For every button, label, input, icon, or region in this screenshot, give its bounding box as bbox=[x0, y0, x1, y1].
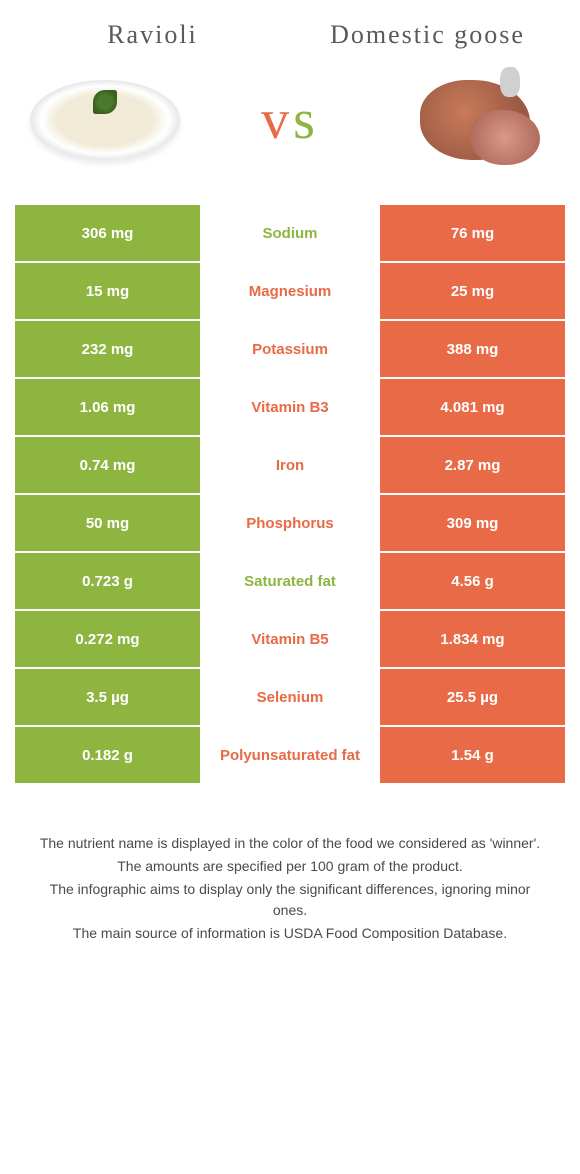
footer-line-4: The main source of information is USDA F… bbox=[35, 923, 545, 944]
table-row: 0.74 mgIron2.87 mg bbox=[15, 437, 565, 495]
footer-line-2: The amounts are specified per 100 gram o… bbox=[35, 856, 545, 877]
left-value-cell: 232 mg bbox=[15, 321, 200, 377]
left-value-cell: 0.182 g bbox=[15, 727, 200, 783]
right-value-cell: 1.834 mg bbox=[380, 611, 565, 667]
nutrient-label-cell: Potassium bbox=[200, 321, 380, 377]
right-value-cell: 1.54 g bbox=[380, 727, 565, 783]
nutrient-label-cell: Magnesium bbox=[200, 263, 380, 319]
table-row: 0.182 gPolyunsaturated fat1.54 g bbox=[15, 727, 565, 783]
right-value-cell: 25 mg bbox=[380, 263, 565, 319]
table-row: 50 mgPhosphorus309 mg bbox=[15, 495, 565, 553]
nutrient-label-cell: Saturated fat bbox=[200, 553, 380, 609]
infographic-container: Ravioli Domestic goose vs 306 mgSodium76… bbox=[0, 0, 580, 966]
left-value-cell: 306 mg bbox=[15, 205, 200, 261]
table-row: 1.06 mgVitamin B34.081 mg bbox=[15, 379, 565, 437]
right-value-cell: 4.081 mg bbox=[380, 379, 565, 435]
right-value-cell: 4.56 g bbox=[380, 553, 565, 609]
left-value-cell: 3.5 µg bbox=[15, 669, 200, 725]
vs-label: vs bbox=[261, 88, 319, 152]
left-food-title: Ravioli bbox=[33, 20, 273, 50]
table-row: 232 mgPotassium388 mg bbox=[15, 321, 565, 379]
left-value-cell: 0.74 mg bbox=[15, 437, 200, 493]
right-value-cell: 388 mg bbox=[380, 321, 565, 377]
left-value-cell: 50 mg bbox=[15, 495, 200, 551]
nutrient-label-cell: Sodium bbox=[200, 205, 380, 261]
table-row: 0.272 mgVitamin B51.834 mg bbox=[15, 611, 565, 669]
images-row: vs bbox=[15, 70, 565, 170]
nutrient-table: 306 mgSodium76 mg15 mgMagnesium25 mg232 … bbox=[15, 205, 565, 783]
nutrient-label-cell: Vitamin B5 bbox=[200, 611, 380, 667]
nutrient-label-cell: Polyunsaturated fat bbox=[200, 727, 380, 783]
footer-line-1: The nutrient name is displayed in the co… bbox=[35, 833, 545, 854]
left-value-cell: 0.272 mg bbox=[15, 611, 200, 667]
footer-line-3: The infographic aims to display only the… bbox=[35, 879, 545, 921]
left-value-cell: 1.06 mg bbox=[15, 379, 200, 435]
vs-v: v bbox=[261, 89, 293, 151]
right-food-title: Domestic goose bbox=[308, 20, 548, 50]
table-row: 15 mgMagnesium25 mg bbox=[15, 263, 565, 321]
table-row: 306 mgSodium76 mg bbox=[15, 205, 565, 263]
right-value-cell: 2.87 mg bbox=[380, 437, 565, 493]
goose-image bbox=[385, 70, 565, 170]
title-row: Ravioli Domestic goose bbox=[15, 20, 565, 50]
table-row: 3.5 µgSelenium25.5 µg bbox=[15, 669, 565, 727]
nutrient-label-cell: Phosphorus bbox=[200, 495, 380, 551]
right-value-cell: 25.5 µg bbox=[380, 669, 565, 725]
left-value-cell: 15 mg bbox=[15, 263, 200, 319]
left-value-cell: 0.723 g bbox=[15, 553, 200, 609]
right-value-cell: 76 mg bbox=[380, 205, 565, 261]
nutrient-label-cell: Vitamin B3 bbox=[200, 379, 380, 435]
ravioli-image bbox=[15, 70, 195, 170]
right-value-cell: 309 mg bbox=[380, 495, 565, 551]
table-row: 0.723 gSaturated fat4.56 g bbox=[15, 553, 565, 611]
nutrient-label-cell: Selenium bbox=[200, 669, 380, 725]
footer-notes: The nutrient name is displayed in the co… bbox=[15, 833, 565, 944]
nutrient-label-cell: Iron bbox=[200, 437, 380, 493]
vs-s: s bbox=[293, 89, 319, 151]
